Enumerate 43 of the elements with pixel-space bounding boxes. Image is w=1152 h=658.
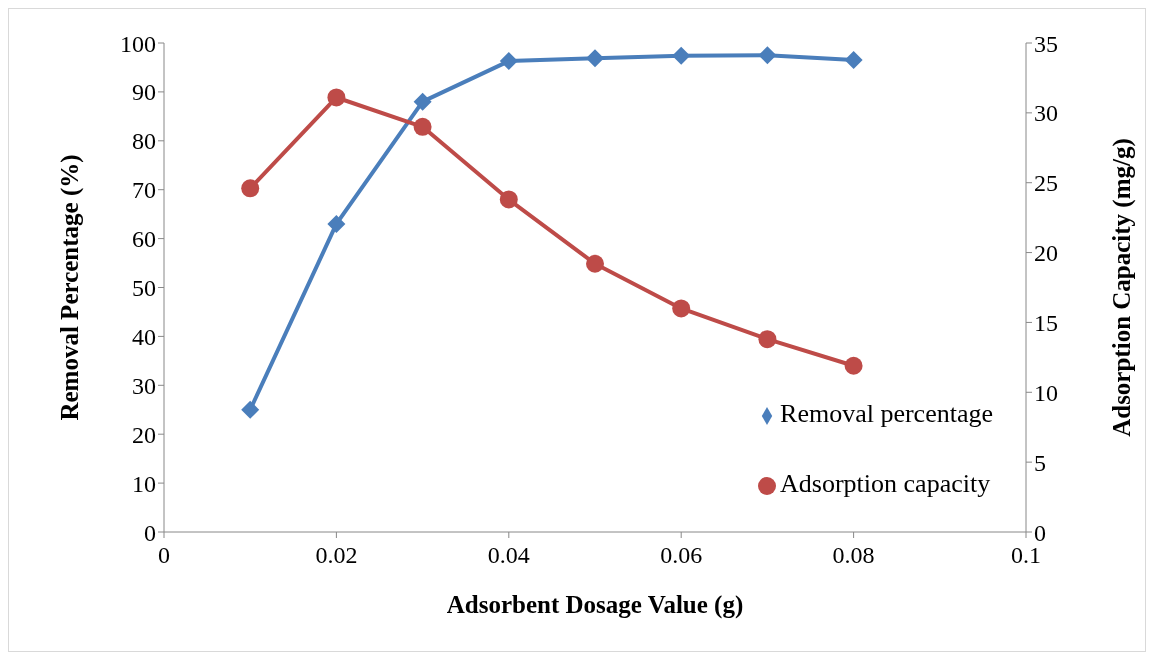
y2-axis-title: Adsorption Capacity (mg/g) [1107, 138, 1136, 437]
x-tick-label: 0.06 [660, 542, 703, 569]
y-tick-label: 0 [144, 519, 156, 546]
point [327, 88, 346, 107]
y2-tick-label: 5 [1034, 449, 1046, 476]
point [413, 117, 432, 136]
point [758, 46, 777, 65]
point [672, 46, 691, 65]
x-tick-label: 0.02 [315, 542, 358, 569]
y2-tick-label: 20 [1034, 240, 1058, 267]
y2-tick-label: 25 [1034, 170, 1058, 197]
y-tick-label: 40 [132, 323, 156, 350]
y-tick-label: 90 [132, 79, 156, 106]
point [844, 51, 863, 70]
point [672, 299, 691, 318]
y-tick-label: 10 [132, 470, 156, 497]
x-tick-label: 0.08 [832, 542, 875, 569]
legend-label: Adsorption capacity [780, 469, 991, 498]
point [844, 356, 863, 375]
x-axis-title: Adsorbent Dosage Value (g) [446, 591, 744, 619]
y-tick-label: 80 [132, 128, 156, 155]
point [586, 49, 604, 68]
point [241, 400, 260, 419]
point [327, 214, 346, 233]
y2-tick-label: 15 [1034, 309, 1058, 336]
point [241, 179, 260, 198]
y-tick-label: 60 [132, 226, 156, 253]
point [413, 92, 432, 111]
y-axis-title: Removal Percentage (%) [55, 154, 84, 421]
y2-tick-label: 10 [1034, 379, 1058, 406]
y2-tick-label: 35 [1034, 30, 1058, 57]
y-tick-label: 50 [132, 275, 156, 302]
x-tick-label: 0.04 [487, 542, 530, 569]
point [758, 330, 777, 349]
point [586, 254, 604, 273]
y-tick-label: 70 [132, 177, 156, 204]
y2-tick-label: 30 [1034, 100, 1058, 127]
point [499, 190, 518, 209]
legend-label: Removal percentage [780, 399, 993, 428]
y-tick-label: 30 [132, 372, 156, 399]
y-tick-label: 100 [120, 30, 156, 57]
y-tick-label: 20 [132, 421, 156, 448]
point [499, 52, 518, 71]
